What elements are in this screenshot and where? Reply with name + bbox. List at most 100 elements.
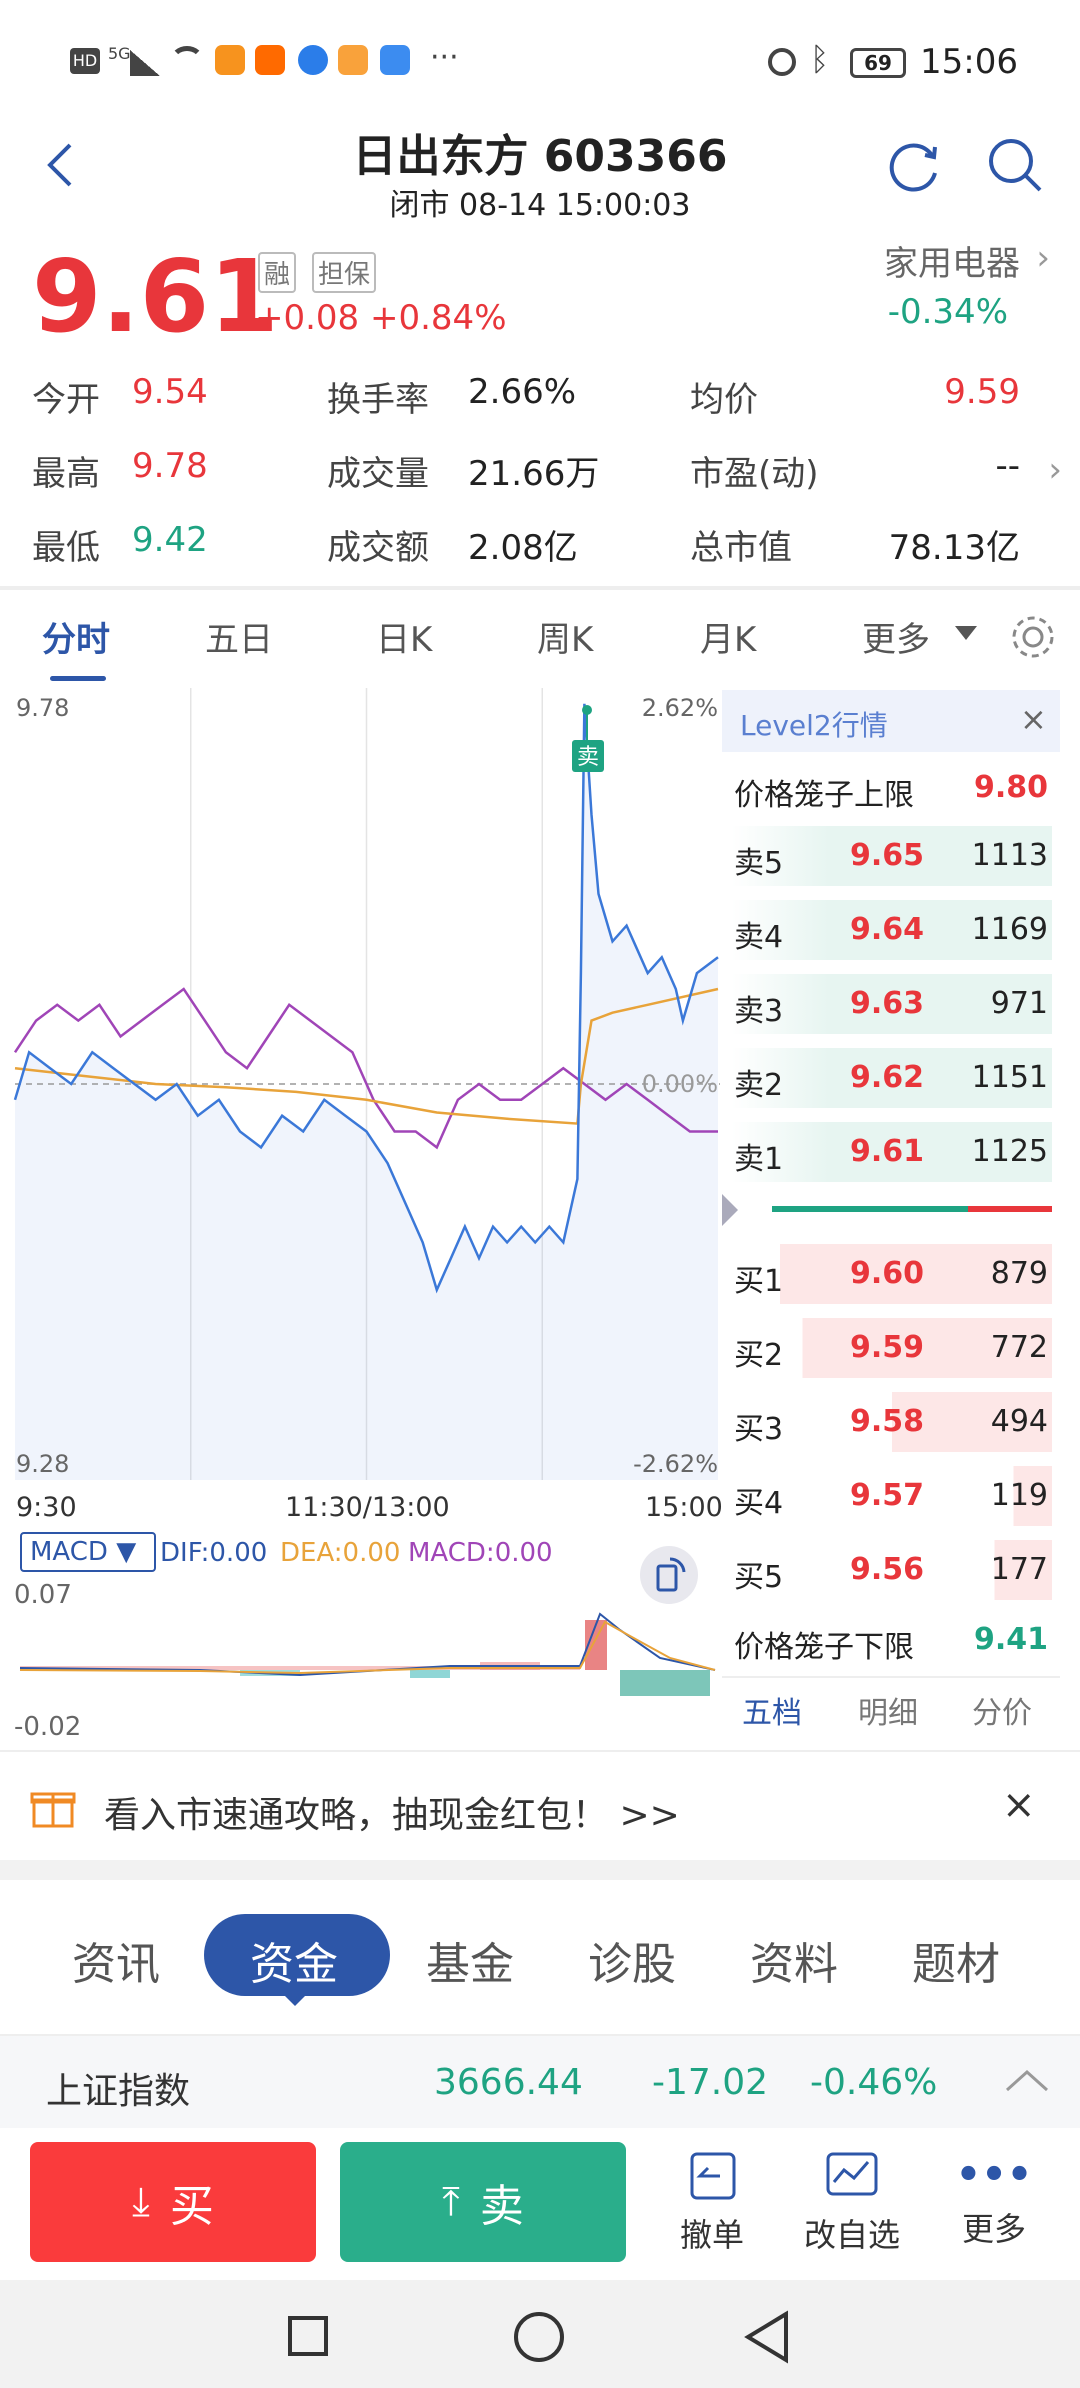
tab-profile[interactable]: 资料 [750, 1939, 838, 1990]
tab-price-dist[interactable]: 分价 [972, 1696, 1032, 1731]
tab-5day[interactable]: 五日 [205, 620, 273, 660]
chart-settings-button[interactable] [1008, 612, 1058, 662]
ask-label: 卖4 [734, 920, 784, 955]
edit-watchlist-button[interactable]: 改自选 [796, 2148, 908, 2268]
recents-button[interactable] [288, 2316, 328, 2356]
ask-volume: 1125 [971, 1134, 1048, 1169]
macd-chart [19, 1612, 716, 1696]
search-button[interactable] [985, 135, 1045, 195]
level2-tab-bar [722, 1676, 1060, 1736]
price-change: +0.08 [255, 298, 360, 338]
intraday-chart-area: 卖 9.78 9.28 2.62% 0.00% -2.62% 9:30 11:3… [0, 680, 1080, 1750]
bid-row[interactable]: 买1 9.60 879 [732, 1244, 1052, 1304]
bid-price: 9.58 [850, 1404, 925, 1439]
active-tab-indicator [50, 676, 106, 681]
promo-text: 看入市速通攻略，抽现金红包！ >> [104, 1795, 680, 1836]
buy-button[interactable]: ⤓ 买 [30, 2142, 316, 2262]
field-value: 21.66万 [468, 454, 600, 494]
refresh-icon [889, 143, 937, 192]
index-change: -17.02 [652, 2062, 769, 2103]
field-value: 2.66% [468, 372, 577, 412]
sector-name: 家用电器 [884, 244, 1020, 284]
chevron-right-icon[interactable]: › [1048, 450, 1062, 490]
avg-price-line [14, 987, 719, 1125]
chevron-up-icon [1005, 2069, 1049, 2092]
header: 日出东方 603366 闭市 08-14 15:00:03 [0, 110, 1080, 230]
tab-themes[interactable]: 题材 [912, 1939, 1000, 1990]
lower-limit-label: 价格笼子下限 [734, 1630, 914, 1665]
sell-marker[interactable]: 卖 [572, 705, 604, 772]
ask-row[interactable]: 卖2 9.62 1151 [732, 1048, 1052, 1108]
tab-monthly-k[interactable]: 月K [700, 620, 757, 660]
ask-row[interactable]: 卖4 9.64 1169 [732, 900, 1052, 960]
close-banner-button[interactable]: × [1002, 1782, 1036, 1828]
chevron-right-icon: › [1036, 238, 1050, 278]
sell-icon: ⤒ [442, 2179, 460, 2225]
intraday-chart[interactable]: 卖 9.78 9.28 2.62% 0.00% -2.62% [0, 680, 720, 1480]
x-axis-end: 15:00 [645, 1492, 723, 1523]
field-value: 2.08亿 [468, 528, 578, 568]
index-bar[interactable]: 上证指数 3666.44 -17.02 -0.46% [0, 2034, 1080, 2128]
bid-volume: 494 [990, 1404, 1048, 1439]
divider [0, 586, 1080, 590]
network-label: 5G [108, 44, 131, 63]
market-status: 闭市 08-14 15:00:03 [389, 188, 691, 223]
field-label: 最低 [32, 528, 100, 568]
tab-daily-k[interactable]: 日K [376, 620, 433, 660]
ask-row[interactable]: 卖3 9.63 971 [732, 974, 1052, 1034]
sell-button[interactable]: ⤒ 卖 [340, 2142, 626, 2262]
sector-link[interactable]: 家用电器 › -0.34% [860, 236, 1060, 336]
bid-label: 买4 [734, 1486, 784, 1521]
price-change-pct: +0.84% [370, 298, 507, 338]
back-button[interactable] [40, 140, 80, 190]
ask-row[interactable]: 卖1 9.61 1125 [732, 1122, 1052, 1182]
field-label: 最高 [32, 454, 100, 494]
bid-label: 买2 [734, 1338, 784, 1373]
macd-histogram [20, 1620, 710, 1696]
ask-price: 9.62 [850, 1060, 925, 1095]
bid-label: 买3 [734, 1412, 784, 1447]
dropdown-arrow-icon [955, 626, 977, 640]
macd-selector[interactable]: MACD ▼ [20, 1532, 156, 1572]
ask-row[interactable]: 卖5 9.65 1113 [732, 826, 1052, 886]
home-button[interactable] [514, 2312, 564, 2362]
edit-watchlist-icon [826, 2152, 878, 2196]
buy-icon: ⤓ [132, 2179, 150, 2225]
tab-diagnosis[interactable]: 诊股 [588, 1939, 676, 1990]
field-label: 总市值 [690, 528, 792, 568]
bid-price: 9.59 [850, 1330, 925, 1365]
tab-funds[interactable]: 基金 [426, 1939, 514, 1990]
bid-row[interactable]: 买4 9.57 119 [732, 1466, 1052, 1526]
ask-price: 9.61 [850, 1134, 925, 1169]
field-label: 成交额 [327, 528, 429, 568]
level2-close-button[interactable]: × [1020, 700, 1047, 738]
rotate-icon [656, 1557, 686, 1592]
promo-banner[interactable]: 看入市速通攻略，抽现金红包！ >> × [0, 1750, 1080, 1860]
more-button[interactable]: ••• 更多 [952, 2148, 1036, 2268]
tab-capital[interactable]: 资金 [250, 1939, 338, 1990]
sector-change: -0.34% [887, 292, 1008, 332]
cancel-order-label: 撤单 [679, 2216, 744, 2254]
margin-badge: 融 [258, 252, 297, 293]
bid-volume: 119 [990, 1478, 1048, 1513]
rotate-screen-button[interactable] [640, 1546, 698, 1604]
back-nav-icon[interactable] [742, 2310, 792, 2364]
tab-details[interactable]: 明细 [858, 1696, 918, 1731]
y-axis-right-bottom: -2.62% [633, 1450, 718, 1478]
collapse-arrow-icon[interactable] [722, 1194, 738, 1226]
store-app-icon [380, 45, 410, 75]
tab-five-levels[interactable]: 五档 [742, 1696, 802, 1731]
tab-news[interactable]: 资讯 [72, 1939, 160, 1990]
tab-weekly-k[interactable]: 周K [537, 620, 594, 660]
tab-intraday[interactable]: 分时 [42, 620, 110, 660]
price-area [15, 703, 718, 1480]
cancel-order-button[interactable]: 撤单 [670, 2148, 754, 2268]
tab-more[interactable]: 更多 [862, 620, 930, 660]
ask-price: 9.65 [850, 838, 925, 873]
dropdown-icon: ▼ [116, 1537, 137, 1567]
bid-row[interactable]: 买3 9.58 494 [732, 1392, 1052, 1452]
field-value: 78.13亿 [888, 528, 1020, 568]
refresh-button[interactable] [885, 135, 945, 195]
bid-row[interactable]: 买2 9.59 772 [732, 1318, 1052, 1378]
bid-row[interactable]: 买5 9.56 177 [732, 1540, 1052, 1600]
